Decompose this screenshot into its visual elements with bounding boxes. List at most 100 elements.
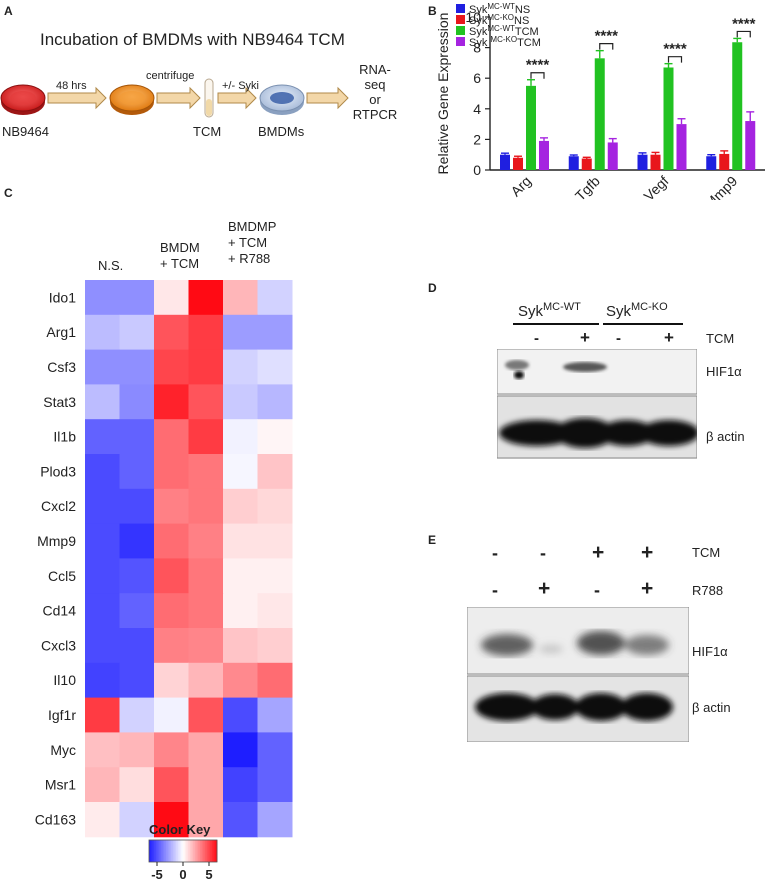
category-label: Tgfb [572, 173, 603, 200]
color-key-segment [189, 840, 192, 862]
color-key-segment [159, 840, 162, 862]
heatmap-cell [85, 697, 120, 733]
nb9464-label: NB9464 [2, 124, 49, 139]
heatmap-cell [85, 662, 120, 699]
gene-label: Cd14 [43, 603, 77, 619]
heatmap-cell [188, 628, 224, 664]
heatmap-cell [154, 697, 189, 733]
e-actin-label: β actin [692, 700, 731, 715]
orange-dish-icon [109, 84, 155, 115]
color-key-segment [203, 840, 206, 862]
gene-label: Cd163 [35, 811, 76, 827]
heatmap-cell [119, 802, 155, 838]
panel-label-a: A [4, 4, 13, 18]
heatmap-cell [188, 384, 224, 420]
heatmap-cell [154, 488, 189, 525]
blot-d [497, 349, 697, 459]
color-key-segment [167, 840, 170, 862]
group1-base: Syk [518, 303, 544, 320]
e-tcm-label: TCM [692, 545, 721, 560]
heatmap-cell [223, 732, 258, 768]
heatmap-cell [257, 454, 293, 490]
heatmap-cell [257, 523, 293, 559]
heatmap-cell [257, 488, 293, 525]
heatmap-cell [188, 280, 224, 316]
bar [650, 154, 661, 170]
heatmap-cell [154, 280, 189, 316]
color-key-segment [171, 840, 174, 862]
heatmap-cell [257, 280, 293, 316]
heatmap-cell [223, 628, 258, 664]
heatmap-cell [154, 523, 189, 559]
e-tcm-sign-1: - [492, 543, 498, 563]
heatmap-cell [119, 523, 155, 559]
step-centrifuge-label: centrifuge [146, 70, 195, 82]
gene-label: Stat3 [43, 394, 76, 410]
group2-label: SykMC-KO [606, 301, 668, 320]
arrow-icon [217, 86, 257, 110]
y-tick-label: 2 [473, 131, 481, 147]
heatmap-cell [119, 732, 155, 768]
heatmap-cell [85, 732, 120, 768]
d-tcm-sign-3: - [616, 330, 621, 347]
heatmap-cell [188, 767, 224, 803]
heatmap-cell [85, 628, 120, 664]
heatmap-cell [119, 454, 155, 490]
legend-label: Syk MC-KOTCM [469, 35, 541, 49]
bar [594, 58, 605, 171]
legend-swatch [456, 26, 465, 35]
color-key-segment [155, 840, 158, 862]
y-tick-label: 6 [473, 70, 481, 86]
heatmap-cell [188, 558, 224, 594]
heatmap-cell [257, 662, 293, 699]
step-48-label: 48 hrs [56, 80, 87, 92]
color-key-segment [188, 840, 191, 862]
d-hif1a-label: HIF1α [706, 364, 742, 379]
color-key-segment [191, 840, 194, 862]
color-key-segment [172, 840, 175, 862]
significance-label: **** [595, 28, 619, 45]
y-tick-label: 8 [473, 40, 481, 56]
heatmap-cell [188, 732, 224, 768]
heatmap-cell [119, 697, 155, 733]
heatmap-cell [223, 593, 258, 629]
heatmap-cell [85, 593, 120, 629]
y-tick-label: 4 [473, 101, 481, 117]
color-key-segment [210, 840, 213, 862]
e-r788-sign-2: + [538, 577, 551, 600]
bar [539, 140, 549, 170]
e-r788-sign-3: - [594, 580, 600, 600]
color-key-segment [201, 840, 204, 862]
heatmap-cell [85, 419, 120, 455]
bar-chart: 0 2 4 6 8 10 Relative Gene Expression **** Arg **… [435, 2, 765, 200]
heatmap-cell [119, 314, 155, 351]
heatmap-cell [223, 349, 258, 385]
color-key-segment [174, 840, 177, 862]
color-key-segment [169, 840, 172, 862]
e-tcm-sign-3: + [592, 541, 605, 564]
significance-bracket [530, 72, 545, 79]
heatmap-cell [257, 628, 293, 664]
e-hif1a-label: HIF1α [692, 644, 728, 659]
heatmap-cell [223, 523, 258, 559]
y-tick-label: 10 [465, 9, 481, 25]
gene-label: Il1b [53, 429, 76, 445]
significance-label: **** [526, 57, 550, 74]
actin-bands-d [499, 418, 697, 448]
hif1a-bands-d [505, 360, 607, 379]
gene-label: Msr1 [45, 777, 76, 793]
heatmap-cell [188, 523, 224, 559]
heatmap-cell [257, 314, 293, 351]
heatmap-cell [154, 767, 189, 803]
panel-label-b: B [428, 4, 437, 18]
panel-a-title: Incubation of BMDMs with NB9464 TCM [40, 30, 345, 49]
or-label: or [369, 92, 381, 107]
group1-underline [513, 323, 599, 325]
heatmap-cell [188, 488, 224, 525]
outputs-label: RNA-seq or RTPCR [350, 62, 400, 122]
heatmap: Ido1 Arg1 Csf3 Stat3 Il1b Plod3 Cxcl2 Mmp9 Ccl5 C… [35, 280, 293, 838]
legend-swatch [456, 4, 465, 13]
heatmap-cell [257, 593, 293, 629]
heatmap-cell [154, 732, 189, 768]
actin-bands-e [475, 693, 673, 721]
